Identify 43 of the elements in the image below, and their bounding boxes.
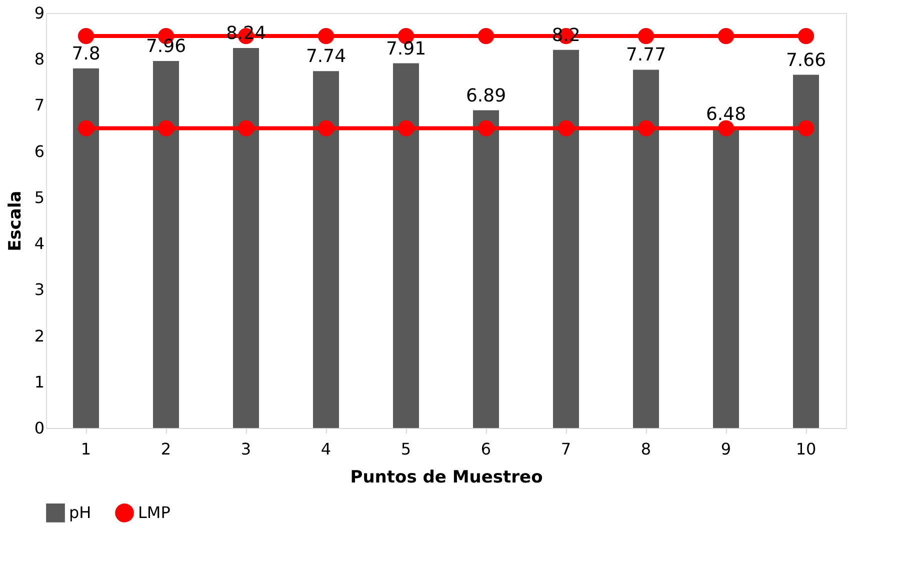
data-label: 8.2 <box>552 24 580 46</box>
data-label: 7.77 <box>626 44 666 66</box>
legend-label: LMP <box>138 502 171 522</box>
y-tick-label: 6 <box>34 142 44 161</box>
x-tick-label: 2 <box>160 440 172 458</box>
bar <box>393 63 419 428</box>
y-tick-label: 0 <box>34 418 44 438</box>
bar <box>153 60 179 428</box>
x-tick-label: 9 <box>720 440 732 458</box>
bar <box>793 74 819 428</box>
x-tick-label: 8 <box>640 440 652 458</box>
x-tick-label: 7 <box>560 440 572 458</box>
legend-label: pH <box>69 502 92 522</box>
y-tick-label: 2 <box>34 326 44 346</box>
bar <box>233 48 259 428</box>
x-tick-label: 1 <box>80 440 92 458</box>
y-tick-label: 5 <box>34 188 44 207</box>
y-tick-label: 9 <box>34 4 44 22</box>
bar <box>713 129 739 428</box>
data-label: 7.96 <box>146 36 186 57</box>
y-tick-label: 1 <box>34 372 44 392</box>
data-label: 7.91 <box>386 38 426 60</box>
y-tick-label: 3 <box>34 280 44 300</box>
data-label: 7.66 <box>786 50 826 71</box>
bar <box>73 68 99 428</box>
x-axis-title: Puntos de Muestreo <box>350 468 543 488</box>
x-tick-label: 4 <box>320 440 332 458</box>
bar <box>553 50 579 428</box>
y-axis-title: Escala <box>5 190 26 252</box>
bar <box>313 71 339 428</box>
y-tick-label: 4 <box>34 234 44 254</box>
x-tick-label: 6 <box>480 440 492 458</box>
data-label: 6.89 <box>466 85 506 106</box>
x-tick-label: 3 <box>240 440 252 458</box>
x-tick-label: 10 <box>796 440 816 458</box>
data-label: 7.74 <box>306 46 346 68</box>
bar <box>633 70 659 428</box>
y-tick-label: 7 <box>34 96 44 115</box>
y-tick-label: 8 <box>34 50 44 69</box>
bar <box>473 110 499 428</box>
x-tick-label: 5 <box>400 440 412 458</box>
data-label: 7.8 <box>72 43 100 64</box>
data-label: 6.48 <box>706 104 746 126</box>
